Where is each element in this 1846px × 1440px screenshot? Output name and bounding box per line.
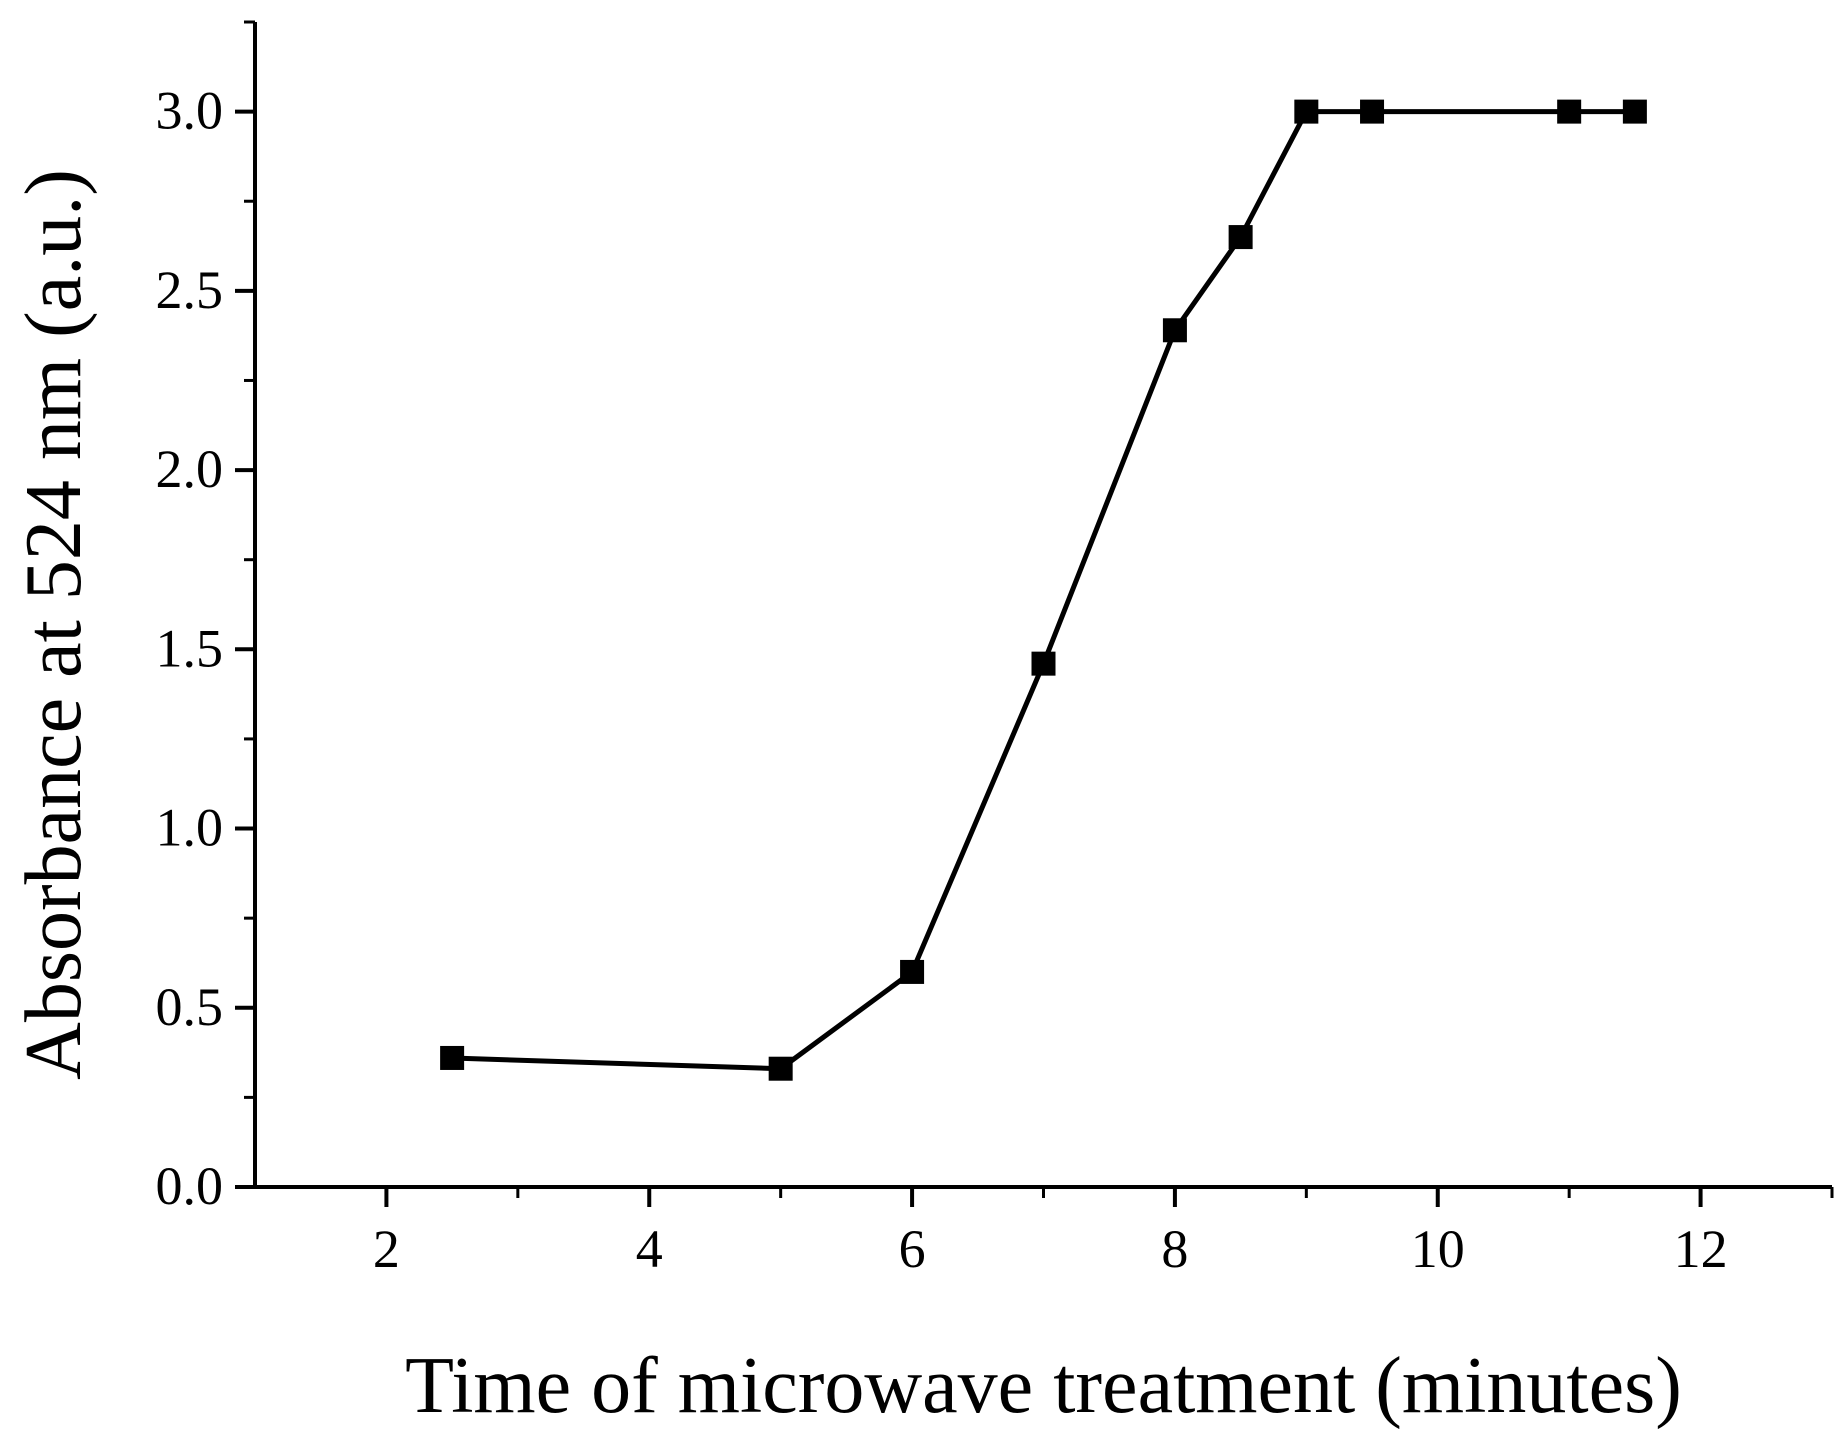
y-tick-label: 3.0 — [156, 81, 224, 141]
x-tick-label: 12 — [1674, 1219, 1728, 1279]
y-tick-label: 2.5 — [156, 260, 224, 320]
data-point-marker — [1228, 225, 1253, 250]
data-point-marker — [900, 959, 925, 984]
data-point-marker — [1294, 99, 1319, 124]
series-layer — [440, 99, 1647, 1081]
x-axis-title: Time of microwave treatment (minutes) — [405, 1342, 1682, 1430]
x-tick-label: 10 — [1411, 1219, 1465, 1279]
x-tick-label: 6 — [899, 1219, 926, 1279]
y-tick-label: 1.0 — [156, 798, 224, 858]
axes — [253, 22, 1832, 1189]
y-tick-label: 0.5 — [156, 977, 224, 1037]
data-point-marker — [1031, 651, 1056, 676]
data-point-marker — [1360, 99, 1385, 124]
data-point-marker — [768, 1056, 793, 1081]
x-tick-label: 2 — [373, 1219, 400, 1279]
x-ticks: 2 4 6 8 10 12 — [373, 1187, 1834, 1279]
data-point-marker — [440, 1045, 465, 1070]
series-line — [452, 109, 1635, 1072]
y-tick-label: 0.0 — [156, 1156, 224, 1216]
data-point-marker — [1162, 318, 1187, 343]
x-tick-label: 4 — [636, 1219, 663, 1279]
y-tick-label: 1.5 — [156, 618, 224, 678]
y-axis-title: Absorbance at 524 nm (a.u.) — [10, 169, 98, 1080]
data-point-marker — [1622, 99, 1647, 124]
x-tick-label: 8 — [1161, 1219, 1188, 1279]
data-point-marker — [1557, 99, 1582, 124]
y-ticks: 0.0 0.5 1.0 1.5 2.0 2.5 3.0 — [156, 20, 255, 1216]
y-tick-label: 2.0 — [156, 439, 224, 499]
